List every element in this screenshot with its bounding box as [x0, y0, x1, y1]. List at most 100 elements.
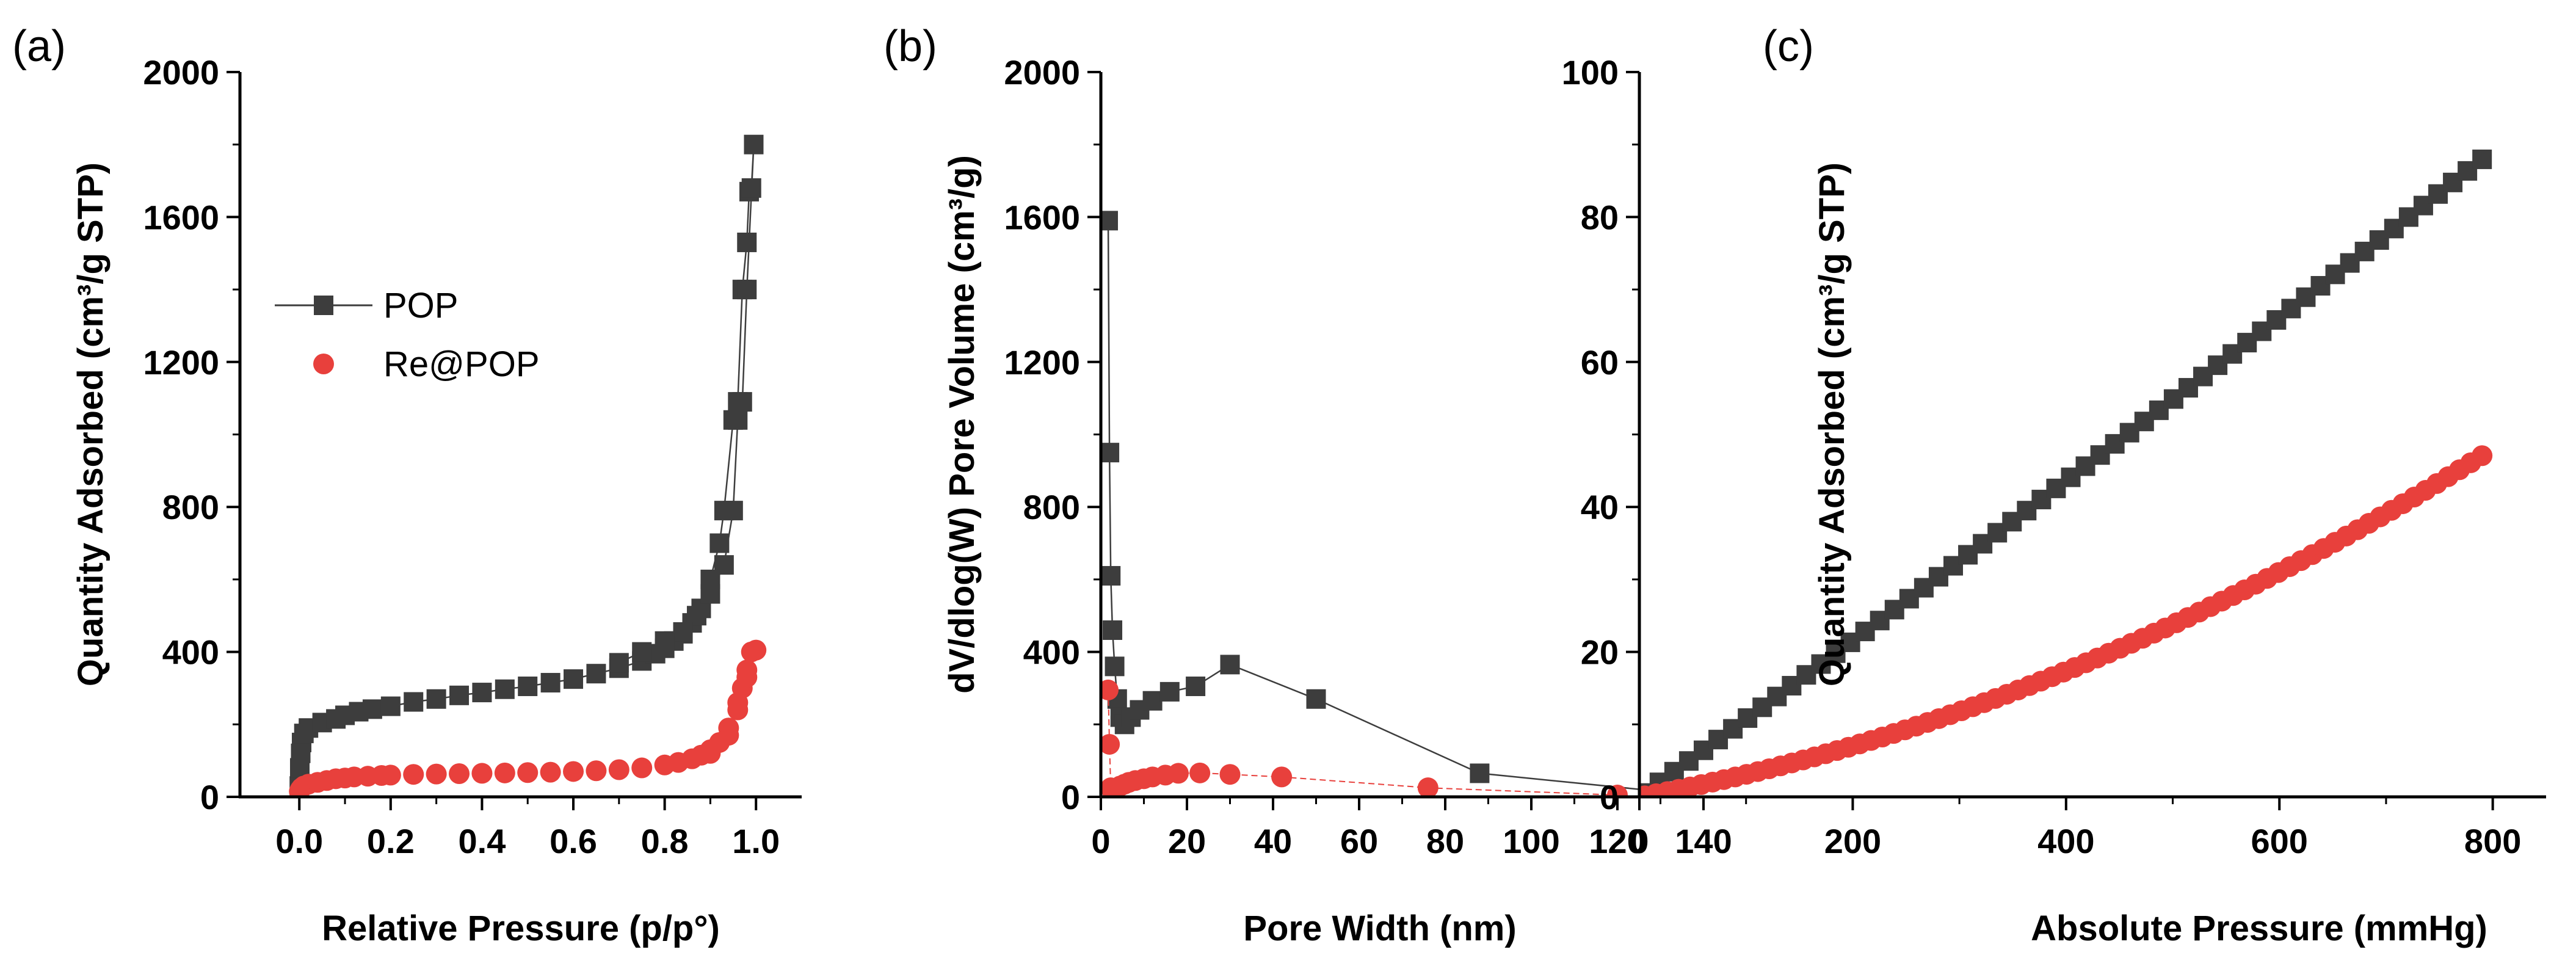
pop-point: [723, 501, 743, 521]
repop-point: [631, 757, 653, 779]
x-axis-title-c: Absolute Pressure (mmHg): [2031, 909, 2487, 948]
y-tick-label: 0: [1600, 778, 1619, 816]
panel-a: (a) 0.0 0.2 0.4 0.6 0.8 1.0 0 400 800 1200 1600 200…: [12, 22, 802, 948]
panel-c: (c) 0 200 400 600 800 0 20 40 60 80 100 Absolute P…: [1562, 22, 2546, 948]
x-tick-label: 140: [1675, 822, 1732, 860]
repop-point: [1101, 733, 1120, 755]
y-axis-title-c: Quantity Adsorbed (cm³/g STP): [1812, 162, 1852, 686]
axes-c: 0 200 400 600 800 0 20 40 60 80 100: [1562, 53, 2546, 860]
pop-point: [426, 689, 446, 709]
y-tick-label: 800: [162, 488, 219, 526]
repop-point: [2472, 445, 2493, 467]
repop-point: [1417, 777, 1439, 797]
y-tick-label: 0: [1061, 778, 1080, 816]
panel-label-a: (a): [12, 22, 66, 71]
pop-point: [1220, 655, 1240, 675]
pop-point: [586, 664, 606, 684]
pop-point: [1101, 211, 1118, 231]
repop-point: [586, 760, 607, 782]
repop-point: [1607, 785, 1628, 797]
pop-point: [1142, 691, 1163, 711]
pop-point: [737, 232, 757, 252]
x-axis-title-a: Relative Pressure (p/p°): [322, 909, 720, 948]
repop-point: [540, 761, 561, 783]
y-tick-label: 2000: [1004, 53, 1080, 92]
plot-area-c: [1639, 149, 2493, 797]
pop-point: [714, 555, 734, 575]
pop-point: [472, 683, 492, 703]
x-tick-label: 600: [2251, 822, 2308, 860]
repop-point: [608, 759, 629, 780]
x-tick-label: 0: [1630, 822, 1649, 860]
x-tick-label: 0.6: [550, 822, 597, 860]
repop-point: [727, 699, 749, 721]
y-tick-label: 40: [1581, 488, 1619, 526]
repop-point: [380, 764, 401, 786]
x-tick-label: 80: [1426, 822, 1464, 860]
legend-repop-label: Re@POP: [383, 344, 540, 384]
series-group: [289, 134, 767, 797]
repop-point: [403, 764, 424, 785]
axes-a: 0.0 0.2 0.4 0.6 0.8 1.0 0 400 800 1200 1600 2000: [143, 53, 802, 860]
pop-point: [1101, 443, 1120, 463]
x-tick-label: 0.8: [641, 822, 689, 860]
x-tick-label: 0.4: [458, 822, 506, 860]
x-tick-label: 120: [1589, 822, 1645, 860]
pop-point: [1306, 689, 1326, 709]
y-axis-title-a: Quantity Adsorbed (cm³/g STP): [71, 162, 111, 686]
y-tick-label: 1600: [1004, 198, 1080, 236]
pop-point: [741, 178, 761, 198]
y-tick-label: 60: [1581, 343, 1619, 382]
pop-point: [709, 533, 730, 553]
repop-point: [736, 667, 758, 688]
y-tick-label: 800: [1023, 488, 1080, 526]
plot-area-a: [289, 134, 767, 797]
plot-area-b: [1101, 211, 1671, 797]
repop-point: [517, 762, 539, 783]
legend-pop-marker: [314, 296, 333, 315]
repop-point: [1189, 762, 1211, 783]
legend-pop-label: POP: [383, 286, 459, 325]
repop-point: [718, 725, 739, 746]
pop-point: [1159, 681, 1180, 702]
pop-point: [655, 631, 675, 651]
pop-point: [609, 653, 629, 673]
pop-point: [744, 134, 764, 154]
x-tick-label: 100: [1503, 822, 1559, 860]
pop-point: [449, 685, 470, 705]
pop-point: [495, 679, 515, 699]
pop-point: [686, 606, 706, 626]
y-tick-label: 2000: [143, 53, 219, 92]
y-tick-label: 1200: [1004, 343, 1080, 382]
x-tick-label: 1.0: [732, 822, 780, 860]
pop-point: [737, 280, 757, 300]
repop-point: [449, 763, 470, 785]
y-tick-label: 80: [1581, 198, 1619, 236]
pop-point: [700, 584, 720, 604]
panel-label-b: (b): [883, 22, 937, 71]
pop-point: [1186, 676, 1206, 696]
repop-point: [1167, 763, 1189, 784]
y-tick-label: 400: [162, 633, 219, 672]
y-tick-label: 100: [1562, 53, 1619, 92]
pop-point: [2472, 149, 2492, 169]
y-axis-title-b: dV/dlog(W) Pore Volume (cm³/g): [942, 155, 982, 694]
legend-a: POP Re@POP: [275, 286, 540, 384]
pop-point: [632, 642, 652, 662]
x-tick-label: 0: [1091, 822, 1110, 860]
series-group: [1101, 211, 1671, 797]
y-tick-label: 400: [1023, 633, 1080, 672]
x-tick-label: 40: [1254, 822, 1292, 860]
x-tick-label: 800: [2464, 822, 2521, 860]
pop-point: [362, 699, 382, 719]
pop-line-1: [1107, 220, 1661, 793]
repop-point: [700, 743, 721, 764]
pop-point: [1103, 620, 1123, 640]
repop-point: [1101, 679, 1119, 700]
pop-point: [518, 676, 538, 696]
panel-label-c: (c): [1763, 22, 1814, 71]
x-tick-label: 60: [1340, 822, 1378, 860]
y-tick-label: 1600: [143, 198, 219, 236]
